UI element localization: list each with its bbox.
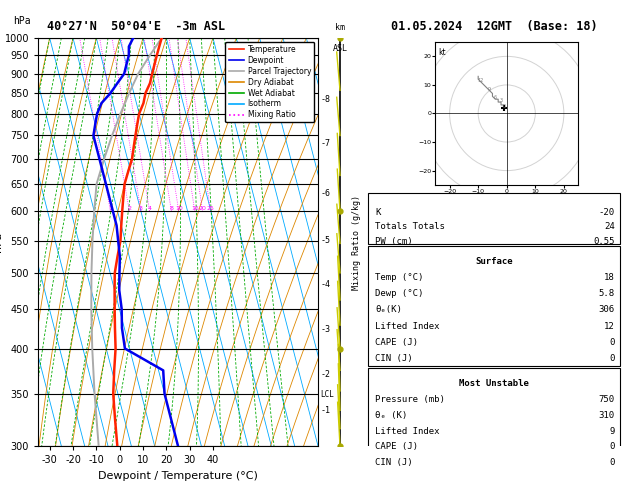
Text: CAPE (J): CAPE (J) xyxy=(376,338,418,347)
Text: -2: -2 xyxy=(320,370,330,379)
Text: 10: 10 xyxy=(175,206,182,211)
Text: 310: 310 xyxy=(599,411,615,420)
Text: 18: 18 xyxy=(604,273,615,282)
Text: 0: 0 xyxy=(503,104,506,109)
Y-axis label: hPa: hPa xyxy=(0,232,3,252)
Text: 1: 1 xyxy=(108,206,113,211)
Text: -3: -3 xyxy=(320,326,330,334)
Text: 12: 12 xyxy=(604,322,615,330)
Text: Most Unstable: Most Unstable xyxy=(459,380,529,388)
X-axis label: Dewpoint / Temperature (°C): Dewpoint / Temperature (°C) xyxy=(98,470,258,481)
Text: -1: -1 xyxy=(320,406,330,415)
Text: 20: 20 xyxy=(199,206,206,211)
Text: 16: 16 xyxy=(191,206,199,211)
Text: K: K xyxy=(376,208,381,217)
Text: LCL: LCL xyxy=(320,390,334,399)
Text: PW (cm): PW (cm) xyxy=(376,237,413,246)
Text: 306: 306 xyxy=(599,306,615,314)
Text: 6: 6 xyxy=(494,95,497,100)
Text: 9: 9 xyxy=(610,427,615,435)
Text: Surface: Surface xyxy=(475,257,513,266)
Text: 2: 2 xyxy=(127,206,131,211)
Text: 3: 3 xyxy=(499,98,503,103)
Text: Dewp (°C): Dewp (°C) xyxy=(376,289,424,298)
Legend: Temperature, Dewpoint, Parcel Trajectory, Dry Adiabat, Wet Adiabat, Isotherm, Mi: Temperature, Dewpoint, Parcel Trajectory… xyxy=(225,42,314,122)
Text: km: km xyxy=(335,23,345,32)
Text: 24: 24 xyxy=(604,222,615,231)
Text: ASL: ASL xyxy=(333,44,347,53)
Text: Temp (°C): Temp (°C) xyxy=(376,273,424,282)
Text: CAPE (J): CAPE (J) xyxy=(376,442,418,451)
Text: -7: -7 xyxy=(320,139,330,148)
Text: 0.55: 0.55 xyxy=(594,237,615,246)
Text: 5.8: 5.8 xyxy=(599,289,615,298)
Bar xyxy=(367,474,620,486)
Text: -6: -6 xyxy=(320,189,330,198)
Text: hPa: hPa xyxy=(13,16,30,26)
Text: Lifted Index: Lifted Index xyxy=(376,322,440,330)
Text: 9: 9 xyxy=(488,87,491,92)
Text: θₑ(K): θₑ(K) xyxy=(376,306,402,314)
Text: 3: 3 xyxy=(139,206,143,211)
Bar xyxy=(367,193,620,244)
Text: 4: 4 xyxy=(148,206,152,211)
Text: CIN (J): CIN (J) xyxy=(376,458,413,467)
Text: 0: 0 xyxy=(610,442,615,451)
Text: 0: 0 xyxy=(610,458,615,467)
Text: Pressure (mb): Pressure (mb) xyxy=(376,395,445,404)
Text: -4: -4 xyxy=(320,279,330,289)
Text: CIN (J): CIN (J) xyxy=(376,354,413,363)
Text: Lifted Index: Lifted Index xyxy=(376,427,440,435)
Text: 12: 12 xyxy=(478,78,484,83)
Text: 0: 0 xyxy=(610,354,615,363)
Text: 750: 750 xyxy=(599,395,615,404)
Text: 40°27'N  50°04'E  -3m ASL: 40°27'N 50°04'E -3m ASL xyxy=(47,20,225,33)
Text: 01.05.2024  12GMT  (Base: 18): 01.05.2024 12GMT (Base: 18) xyxy=(391,20,597,33)
Text: -5: -5 xyxy=(320,236,330,245)
Bar xyxy=(367,368,620,470)
Text: 25: 25 xyxy=(207,206,214,211)
Bar xyxy=(367,246,620,366)
Text: -20: -20 xyxy=(599,208,615,217)
Text: Totals Totals: Totals Totals xyxy=(376,222,445,231)
Text: kt: kt xyxy=(438,48,446,57)
Text: 8: 8 xyxy=(169,206,174,211)
Text: Mixing Ratio (g/kg): Mixing Ratio (g/kg) xyxy=(352,194,361,290)
Text: θₑ (K): θₑ (K) xyxy=(376,411,408,420)
Text: 0: 0 xyxy=(610,338,615,347)
Text: -8: -8 xyxy=(320,95,330,104)
